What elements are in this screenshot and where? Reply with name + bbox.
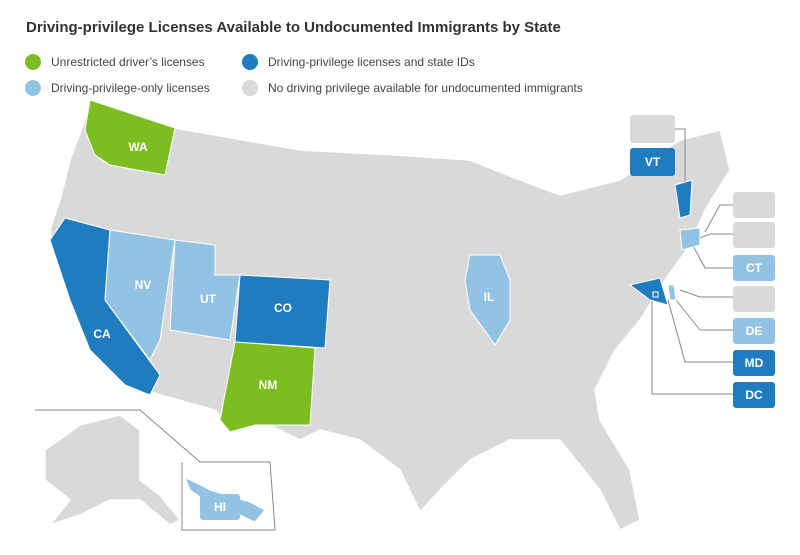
leader <box>675 128 686 185</box>
state-shape <box>104 229 176 361</box>
state-label: IL <box>484 290 495 304</box>
state-shape <box>234 274 331 349</box>
state-shape <box>464 254 511 346</box>
state-shape <box>667 284 677 301</box>
leader <box>667 299 733 363</box>
callout-box <box>200 494 240 520</box>
callout-box <box>733 350 775 376</box>
state-label: DC <box>745 388 763 402</box>
state-label: CT <box>746 261 763 275</box>
state-label: NM <box>259 378 278 392</box>
callout-box <box>733 222 775 248</box>
state-label: VT <box>645 155 661 169</box>
state-shape <box>652 291 659 298</box>
legend-swatch <box>25 80 41 96</box>
state-shape <box>628 277 669 306</box>
legend-label: Driving-privilege-only licenses <box>51 81 210 95</box>
leader <box>651 298 733 395</box>
legend-swatch <box>25 54 41 70</box>
alaska <box>44 414 182 527</box>
callout-box <box>733 286 775 312</box>
title: Driving-privilege Licenses Available to … <box>26 19 561 36</box>
state-label: NV <box>135 278 152 292</box>
state-shape <box>84 99 176 176</box>
state-label: DE <box>746 324 763 338</box>
callout-box <box>733 255 775 281</box>
callout-box <box>733 318 775 344</box>
state-shape <box>679 227 701 251</box>
callout-box <box>733 382 775 408</box>
empty-boxes <box>630 115 775 312</box>
callout-box <box>630 148 675 176</box>
state-label: CO <box>274 301 292 315</box>
leader <box>679 289 733 298</box>
legend-label: Unrestricted driver’s licenses <box>51 55 205 69</box>
inset-frame <box>35 409 276 531</box>
leader <box>689 239 733 269</box>
legend-swatch <box>242 80 258 96</box>
state-shape <box>219 341 316 433</box>
leader <box>671 294 733 331</box>
state-label: MD <box>745 356 764 370</box>
leader <box>699 233 733 239</box>
legend-label: No driving privilege available for undoc… <box>268 81 583 95</box>
state-label: UT <box>200 292 217 306</box>
legend-swatch <box>242 54 258 70</box>
legend-label: Driving-privilege licenses and state IDs <box>268 55 475 69</box>
callout-lines <box>35 128 733 531</box>
state-label: CA <box>93 327 111 341</box>
callout-box <box>733 192 775 218</box>
leader <box>704 204 733 233</box>
state-shape <box>674 179 693 219</box>
state-label: HI <box>214 500 226 514</box>
callout-box <box>630 115 675 143</box>
state-label: WA <box>128 140 148 154</box>
